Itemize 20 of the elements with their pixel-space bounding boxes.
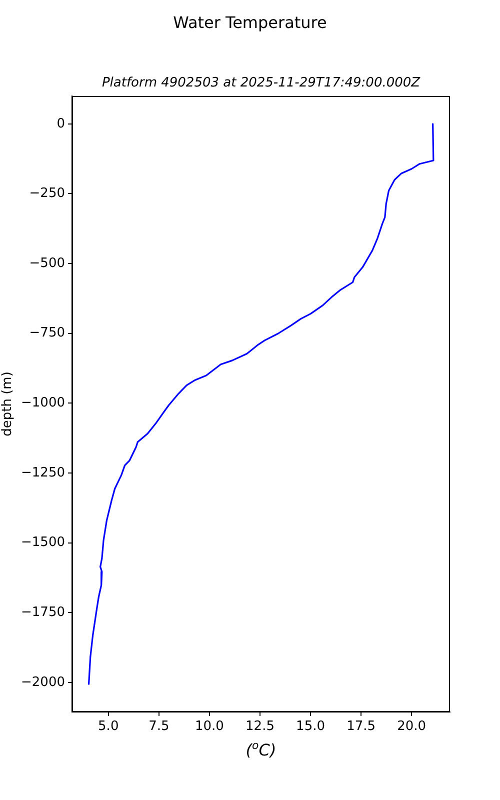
x-tick-label: 12.5 [246,719,274,734]
y-tick-label: −2000 [21,674,65,690]
x-tick-label: 17.5 [346,719,376,734]
chart-title: Water Temperature [173,13,327,32]
y-tick-label: −1500 [21,535,65,550]
y-axis-title: depth (m) [0,372,16,436]
y-tick-label: −1250 [21,465,65,480]
x-tick-label: 5.0 [98,719,119,734]
x-tick-label: 15.0 [296,719,325,734]
y-tick-label: 0 [56,116,65,132]
y-tick-label: −1750 [21,604,65,620]
y-tick-label: −500 [29,256,65,271]
x-tick-label: 7.5 [148,719,170,734]
y-tick-label: −250 [29,186,65,202]
x-axis-title: ($^{o}$C) [244,739,278,760]
y-tick-label: −1000 [21,396,65,411]
y-tick-label: −750 [29,326,65,341]
x-tick-label: 20.0 [397,719,426,734]
x-tick-label: 10.0 [194,719,224,734]
chart-subtitle: Platform 4902503 at 2025-11-29T17:49:00.000Z [102,75,422,90]
